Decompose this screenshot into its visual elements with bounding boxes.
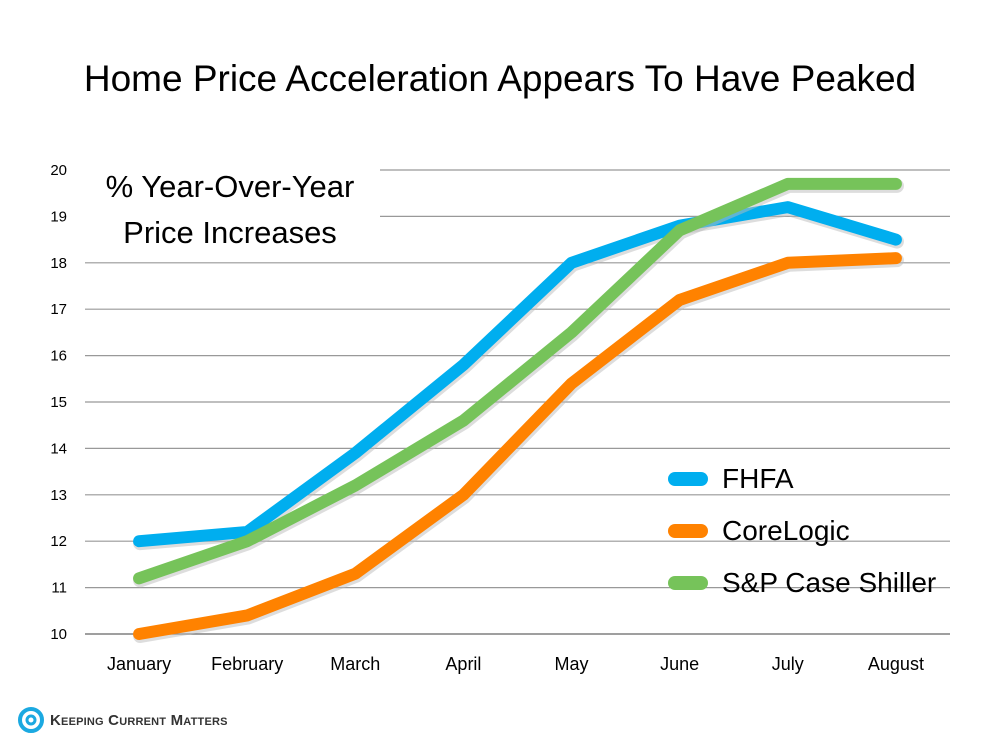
legend-swatch [668,472,708,486]
y-tick-label: 13 [50,487,67,504]
legend-label: CoreLogic [722,515,850,546]
chart-annotation: % Year-Over-Year Price Increases [80,162,380,258]
legend-item-sp-case-shiller: S&P Case Shiller [668,567,936,599]
x-tick-label: June [660,654,699,674]
x-tick-label: February [211,654,283,674]
y-tick-label: 18 [50,255,67,272]
y-tick-label: 19 [50,208,67,225]
y-tick-label: 16 [50,348,67,365]
legend-label: FHFA [722,463,794,494]
x-tick-label: January [107,654,171,674]
legend-swatch [668,576,708,590]
y-tick-label: 12 [50,533,67,550]
y-tick-label: 14 [50,440,67,457]
legend-item-corelogic: CoreLogic [668,515,850,547]
y-tick-label: 17 [50,301,67,318]
chart-title: Home Price Acceleration Appears To Have … [83,58,917,99]
x-tick-label: April [445,654,481,674]
x-tick-label: August [868,654,924,674]
logo-text: Keeping Current Matters [50,711,228,729]
y-tick-label: 15 [50,394,67,411]
legend-swatch [668,524,708,538]
x-tick-label: May [555,654,589,674]
kcm-logo: Keeping Current Matters [18,707,228,733]
legend-label: S&P Case Shiller [722,567,937,598]
series-line-1 [133,252,902,640]
series-line-0 [133,201,902,548]
series-line-2 [133,177,902,585]
x-tick-label: March [330,654,380,674]
y-tick-label: 11 [51,580,67,597]
legend-item-fhfa: FHFA [668,463,794,495]
x-tick-label: July [772,654,804,674]
swirl-logo-icon [18,707,44,733]
y-tick-label: 20 [50,162,67,179]
y-tick-label: 10 [50,626,67,643]
